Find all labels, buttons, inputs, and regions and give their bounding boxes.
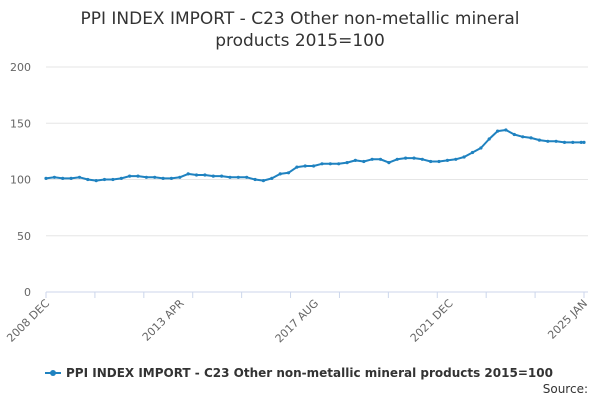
- data-point[interactable]: [119, 176, 123, 180]
- data-point[interactable]: [295, 165, 299, 169]
- data-point[interactable]: [144, 175, 148, 179]
- legend-marker: [50, 370, 56, 376]
- data-point[interactable]: [69, 176, 73, 180]
- data-point[interactable]: [504, 128, 508, 132]
- chart-title-line-1: PPI INDEX IMPORT - C23 Other non-metalli…: [80, 9, 519, 29]
- data-point[interactable]: [571, 140, 575, 144]
- data-point[interactable]: [245, 175, 249, 179]
- data-point[interactable]: [194, 173, 199, 177]
- legend-label: PPI INDEX IMPORT - C23 Other non-metalli…: [66, 366, 553, 380]
- y-tick-label: 50: [17, 230, 31, 243]
- data-point[interactable]: [337, 162, 341, 166]
- x-axis: 2008 DEC 2013 APR 2017 AUG 2021 DEC 2025 JAN: [4, 292, 590, 345]
- x-tick-label: 2013 APR: [140, 297, 187, 344]
- y-tick-label: 0: [24, 286, 31, 299]
- data-point[interactable]: [487, 137, 491, 141]
- data-point[interactable]: [512, 132, 516, 137]
- data-point[interactable]: [136, 174, 140, 178]
- x-tick-label: 2021 DEC: [408, 297, 456, 345]
- x-tick-label: 2008 DEC: [4, 297, 52, 345]
- data-point[interactable]: [412, 156, 416, 160]
- data-point[interactable]: [353, 158, 357, 162]
- data-point[interactable]: [546, 139, 550, 143]
- data-point[interactable]: [77, 175, 82, 179]
- data-point[interactable]: [228, 175, 232, 179]
- data-point[interactable]: [278, 172, 282, 176]
- data-point[interactable]: [562, 140, 567, 144]
- data-point[interactable]: [286, 171, 291, 175]
- data-point[interactable]: [445, 158, 449, 162]
- data-point[interactable]: [429, 159, 433, 164]
- data-point[interactable]: [61, 176, 65, 180]
- data-point[interactable]: [44, 176, 48, 180]
- data-point[interactable]: [253, 177, 257, 182]
- data-point[interactable]: [312, 164, 316, 168]
- data-point[interactable]: [86, 177, 90, 182]
- y-tick-label: 100: [10, 174, 31, 187]
- data-point[interactable]: [529, 136, 533, 140]
- data-point[interactable]: [236, 175, 240, 179]
- data-point[interactable]: [328, 162, 332, 166]
- data-point[interactable]: [303, 164, 307, 168]
- data-point[interactable]: [404, 156, 408, 160]
- data-point[interactable]: [462, 155, 466, 159]
- y-tick-label: 150: [10, 117, 31, 130]
- data-point[interactable]: [111, 177, 115, 182]
- plot-area: [44, 128, 586, 183]
- chart-title-line-2: products 2015=100: [215, 31, 385, 51]
- data-point[interactable]: [153, 175, 157, 179]
- data-point[interactable]: [169, 176, 173, 180]
- data-point[interactable]: [579, 140, 583, 144]
- data-point[interactable]: [470, 150, 475, 155]
- data-point[interactable]: [102, 177, 107, 182]
- data-point[interactable]: [554, 139, 558, 143]
- data-point[interactable]: [128, 174, 132, 178]
- data-point[interactable]: [582, 140, 586, 144]
- data-point[interactable]: [420, 157, 424, 161]
- data-point[interactable]: [479, 146, 483, 150]
- data-point[interactable]: [211, 174, 215, 178]
- data-point[interactable]: [320, 162, 324, 166]
- y-grid: [46, 66, 588, 293]
- series-line: [45, 129, 585, 182]
- data-point[interactable]: [94, 179, 98, 183]
- x-tick-label: 2025 JAN: [545, 297, 590, 342]
- data-point[interactable]: [203, 173, 207, 177]
- data-point[interactable]: [362, 159, 366, 164]
- legend[interactable]: PPI INDEX IMPORT - C23 Other non-metalli…: [45, 366, 553, 380]
- data-point[interactable]: [454, 157, 458, 161]
- data-point[interactable]: [537, 138, 542, 142]
- data-point[interactable]: [161, 176, 165, 180]
- data-point[interactable]: [378, 157, 383, 161]
- x-tick-label: 2017 AUG: [273, 297, 322, 346]
- data-point[interactable]: [387, 161, 391, 165]
- data-point[interactable]: [521, 135, 525, 139]
- y-axis-ticks: 0 50 100 150 200: [10, 61, 31, 299]
- y-tick-label: 200: [10, 61, 31, 74]
- data-point[interactable]: [437, 159, 441, 164]
- data-point[interactable]: [370, 157, 374, 161]
- data-point[interactable]: [178, 175, 182, 179]
- data-point[interactable]: [52, 175, 57, 179]
- source-label: Source:: [543, 382, 588, 396]
- data-point[interactable]: [395, 157, 399, 161]
- data-point[interactable]: [345, 161, 349, 165]
- data-point[interactable]: [220, 174, 224, 178]
- data-point[interactable]: [186, 172, 190, 176]
- data-point[interactable]: [496, 129, 500, 133]
- data-point[interactable]: [261, 179, 265, 183]
- data-point[interactable]: [270, 176, 274, 180]
